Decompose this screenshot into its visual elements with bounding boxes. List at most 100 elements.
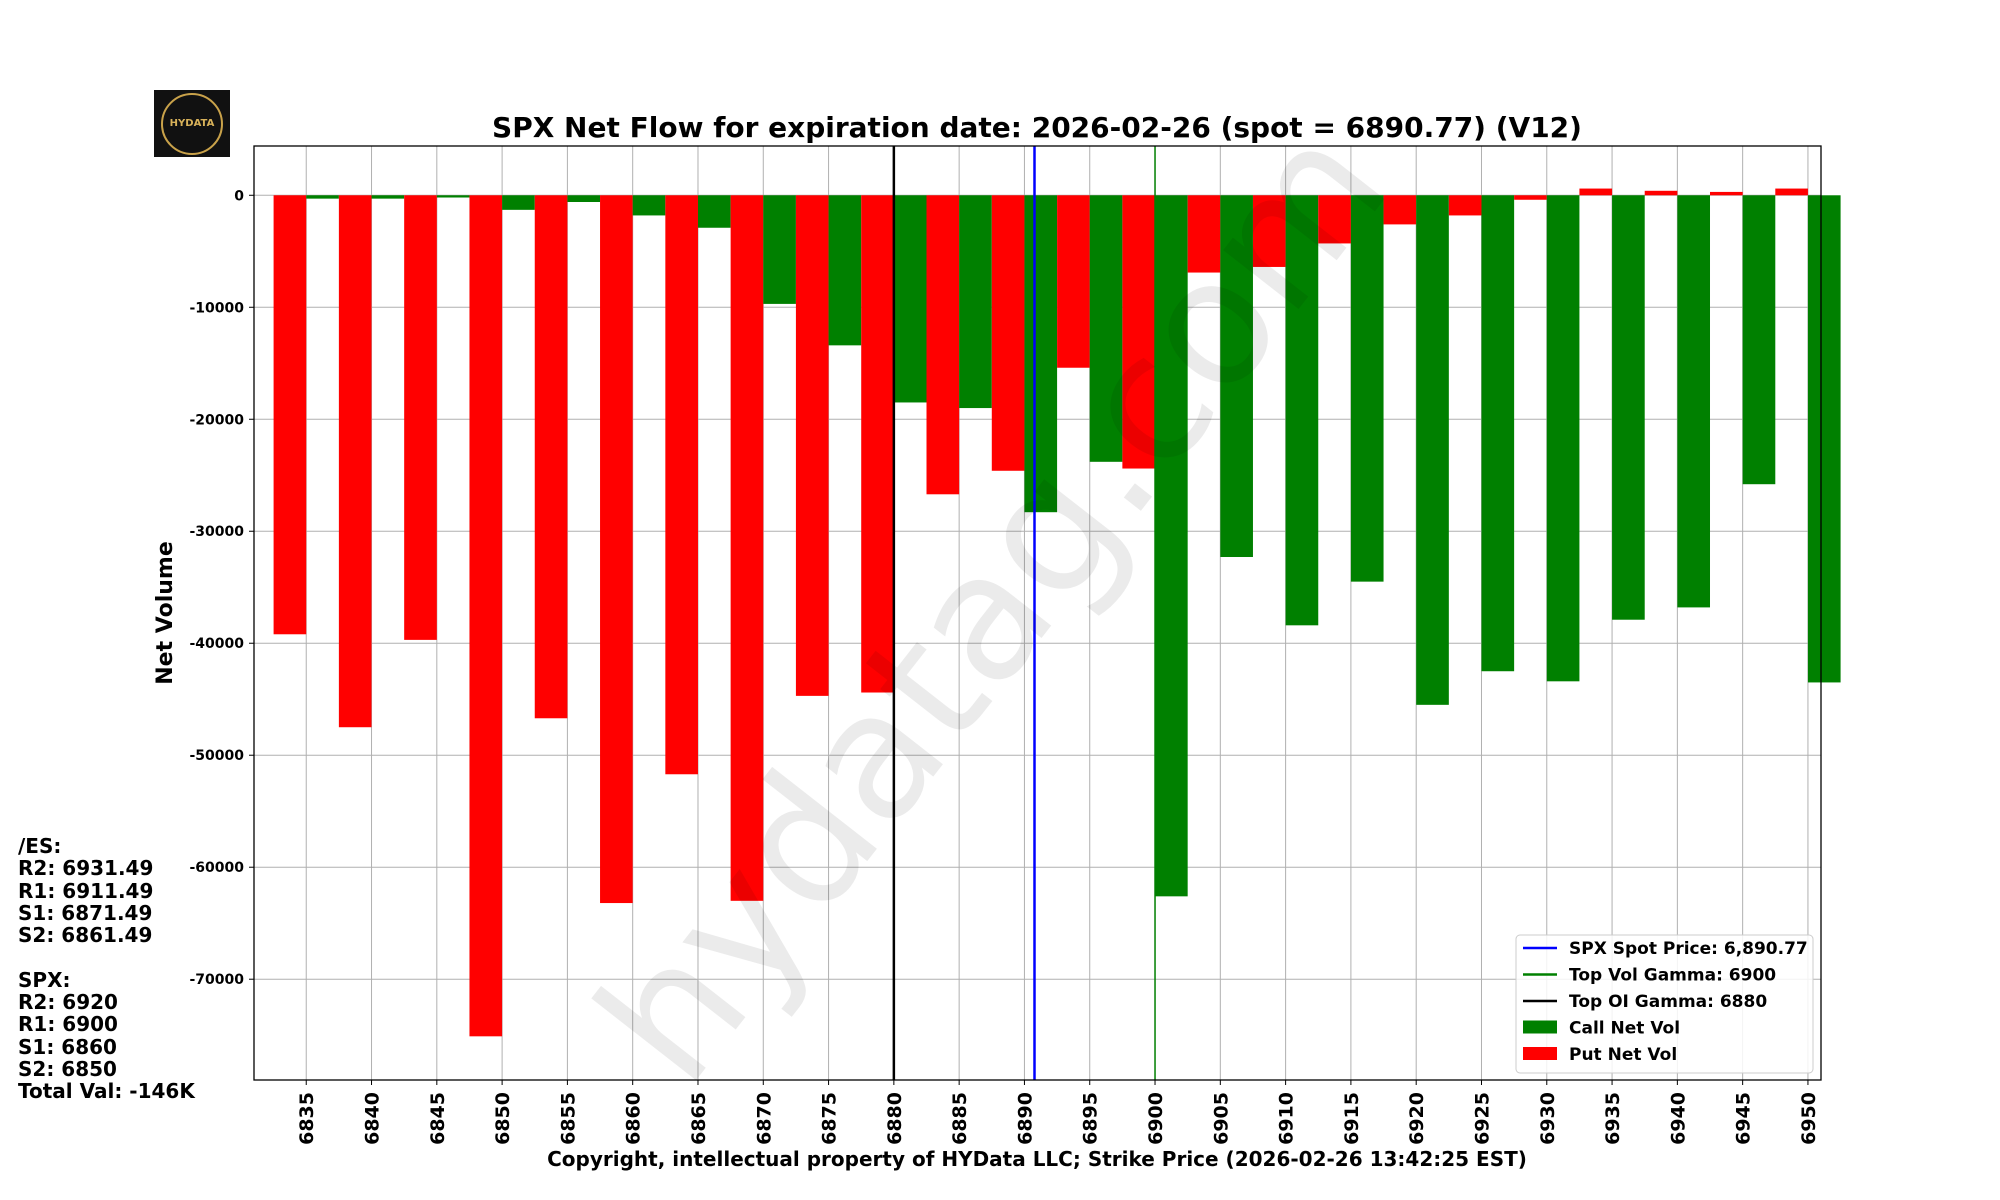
y-tick-label: -30000 [189,524,244,540]
x-tick-label: 6895 [1080,1092,1102,1145]
level-line: S2: 6861.49 [18,923,153,948]
x-tick-label: 6870 [753,1092,775,1145]
put-bar [1710,191,1743,196]
x-tick-label: 6860 [623,1092,645,1145]
x-tick-label: 6905 [1210,1092,1232,1145]
put-bar [861,195,894,693]
x-tick-label: 6885 [949,1092,971,1145]
x-tick-label: 6950 [1798,1092,1820,1145]
x-tick-label: 6865 [688,1092,710,1145]
y-tick-label: -60000 [189,860,244,876]
legend: SPX Spot Price: 6,890.77 Top Vol Gamma: 6… [1515,934,1814,1074]
put-bar [1318,195,1351,244]
x-tick-label: 6880 [884,1092,906,1145]
level-line: S2: 6850 [18,1057,117,1081]
level-line: R2: 6920 [18,990,118,1015]
call-bar [828,195,862,346]
level-line: SPX: [18,967,71,992]
y-tick-label: -50000 [189,748,244,764]
level-line: /ES: [18,834,62,858]
put-bar [534,195,568,719]
hydata-logo: HYDATA [154,90,230,157]
x-tick-label: 6875 [819,1092,841,1145]
put-bar [1579,188,1613,196]
level-line: S1: 6871.49 [18,900,153,925]
put-bar [1775,188,1808,196]
x-tick-label: 6850 [492,1092,514,1145]
y-tick-label: -70000 [189,972,244,988]
put-bar [1187,195,1221,273]
y-tick-label: 0 [234,188,244,204]
legend-box [1515,934,1814,1074]
level-line: S1: 6860 [18,1034,117,1059]
call-bar [632,195,666,216]
reference-lines [892,146,1156,1080]
y-axis: 0 -10000 -20000 -30000 -40000 -50000 -60000 -70… [189,188,254,988]
level-line: R1: 6900 [18,1012,118,1037]
x-tick-label: 6915 [1341,1092,1363,1145]
x-tick-label: 6910 [1276,1092,1298,1145]
call-bar [1481,195,1515,672]
call-bar [567,195,601,202]
legend-bar-swatch [1523,1020,1557,1034]
call-bar [1416,195,1449,705]
logo-emblem: HYDATA [161,92,223,155]
legend-label: Call Net Vol [1569,1019,1680,1039]
put-bar [1383,195,1417,225]
call-bar [306,195,339,199]
y-axis-label: Net Volume [153,541,178,685]
put-bar [665,195,698,775]
call-bar [893,195,927,403]
x-tick-label: 6925 [1471,1092,1493,1145]
put-bar [1514,195,1547,200]
call-bar [1742,195,1776,485]
call-bar [697,195,731,228]
x-tick-label: 6935 [1602,1092,1624,1145]
level-line: R2: 6931.49 [18,856,154,881]
call-bar [1546,195,1580,682]
put-bar [273,195,307,635]
put-bar [469,195,503,1037]
put-bar [795,195,829,696]
x-tick-label: 6940 [1667,1092,1689,1145]
put-bar [1644,190,1678,196]
call-bar [1807,195,1841,683]
call-bar [959,195,992,409]
x-tick-label: 6930 [1537,1092,1559,1145]
put-bar [1122,195,1156,469]
put-bar [600,195,633,904]
x-tick-label: 6900 [1145,1092,1167,1145]
put-bar [1057,195,1090,368]
legend-label: Put Net Vol [1569,1045,1677,1065]
x-tick-label: 6845 [427,1092,449,1145]
level-line: R1: 6911.49 [18,878,154,903]
put-bar [926,195,960,495]
call-bar [371,195,405,199]
level-line: Total Val: -146K [18,1079,195,1104]
legend-label: Top OI Gamma: 6880 [1569,992,1767,1012]
plot-frame [253,145,1822,1081]
x-axis: 6835 6840 6845 6850 6855 6860 6865 6870 6875 6880… [296,1080,1820,1145]
call-bar [763,195,796,304]
x-tick-label: 6890 [1014,1092,1036,1145]
put-bar [1252,195,1286,267]
call-bar [1350,195,1384,582]
y-tick-label: -10000 [189,300,244,316]
put-bar [404,195,437,640]
put-bar [991,195,1025,471]
call-bar [1285,195,1319,626]
x-axis-label: Copyright, intellectual property of HYDa… [547,1147,1527,1171]
bars [273,188,1841,1037]
call-bar [1220,195,1253,558]
legend-bar-swatch [1523,1047,1557,1060]
call-bar [1612,195,1645,620]
x-tick-label: 6920 [1406,1092,1428,1145]
put-bar [730,195,764,901]
call-bar [1155,195,1188,897]
call-bar [1024,195,1058,513]
legend-label: Top Vol Gamma: 6900 [1569,966,1776,986]
x-tick-label: 6855 [557,1092,579,1145]
chart-title: SPX Net Flow for expiration date: 2026-0… [492,111,1582,144]
x-tick-label: 6840 [362,1092,384,1145]
